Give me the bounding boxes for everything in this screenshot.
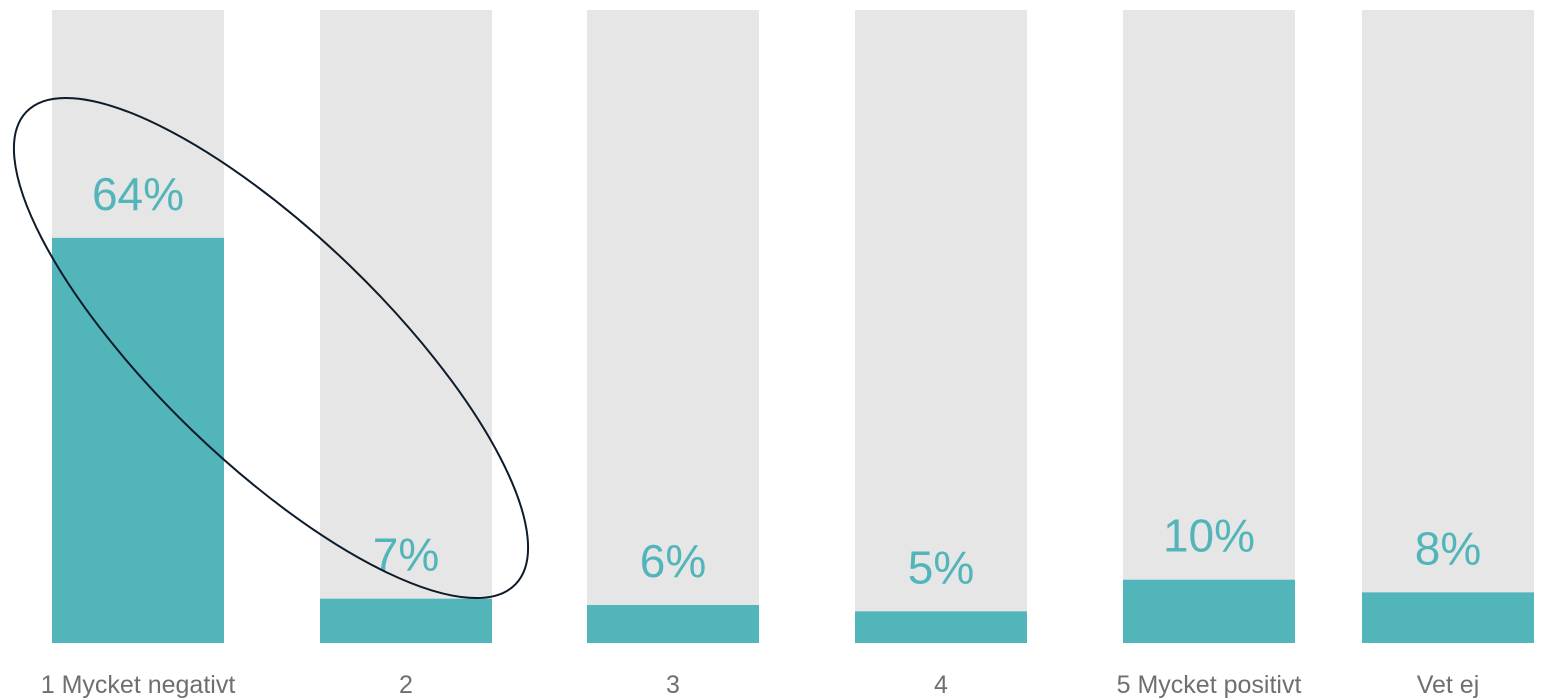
bar-track xyxy=(1123,10,1295,643)
bar-track xyxy=(320,10,492,643)
value-label: 7% xyxy=(373,529,439,581)
bar xyxy=(320,598,492,643)
bar xyxy=(52,237,224,643)
bar-track xyxy=(587,10,759,643)
bar-group: 8% Vet ej xyxy=(1362,10,1534,699)
value-label: 6% xyxy=(640,535,706,587)
bar-group: 10% 5 Mycket positivt xyxy=(1117,10,1302,699)
category-label: 2 xyxy=(399,671,413,699)
bar xyxy=(1362,592,1534,643)
bar xyxy=(587,605,759,643)
category-label: 4 xyxy=(934,671,948,699)
highlight-ellipse xyxy=(12,96,530,600)
category-label: 3 xyxy=(666,671,680,699)
category-label: 1 Mycket negativt xyxy=(41,671,236,699)
category-label: 5 Mycket positivt xyxy=(1117,671,1302,699)
value-label: 5% xyxy=(908,541,974,593)
value-label: 8% xyxy=(1415,522,1481,574)
value-label: 10% xyxy=(1163,510,1255,562)
bar-group: 64% 1 Mycket negativt xyxy=(41,10,236,699)
bar xyxy=(1123,579,1295,643)
bar-track xyxy=(1362,10,1534,643)
bar xyxy=(855,611,1027,643)
bar-group: 7% 2 xyxy=(320,10,492,699)
category-label: Vet ej xyxy=(1417,671,1480,699)
bar-group: 6% 3 xyxy=(587,10,759,699)
value-label: 64% xyxy=(92,168,184,220)
bar-track xyxy=(855,10,1027,643)
bar-group: 5% 4 xyxy=(855,10,1027,699)
